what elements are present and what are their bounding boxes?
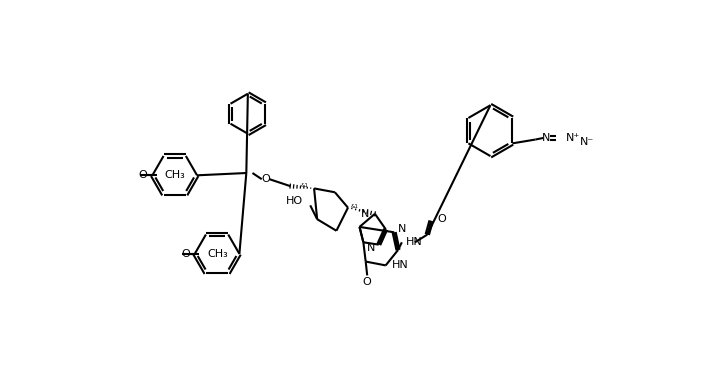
Text: N: N bbox=[366, 243, 375, 253]
Text: HN: HN bbox=[392, 260, 409, 270]
Text: N⁺: N⁺ bbox=[566, 133, 580, 143]
Text: &1: &1 bbox=[301, 183, 309, 188]
Text: CH₃: CH₃ bbox=[164, 170, 186, 180]
Text: HN: HN bbox=[406, 237, 422, 247]
Text: O: O bbox=[261, 174, 270, 184]
Text: CH₃: CH₃ bbox=[207, 249, 228, 259]
Text: N: N bbox=[360, 209, 369, 219]
Text: N⁻: N⁻ bbox=[580, 137, 594, 147]
Text: N: N bbox=[542, 133, 551, 143]
Text: O: O bbox=[139, 170, 148, 180]
Text: O: O bbox=[363, 277, 371, 286]
Text: O: O bbox=[181, 249, 190, 259]
Text: &1: &1 bbox=[350, 204, 358, 209]
Text: O: O bbox=[437, 214, 446, 224]
Text: HO: HO bbox=[285, 196, 303, 206]
Text: N: N bbox=[398, 224, 407, 234]
